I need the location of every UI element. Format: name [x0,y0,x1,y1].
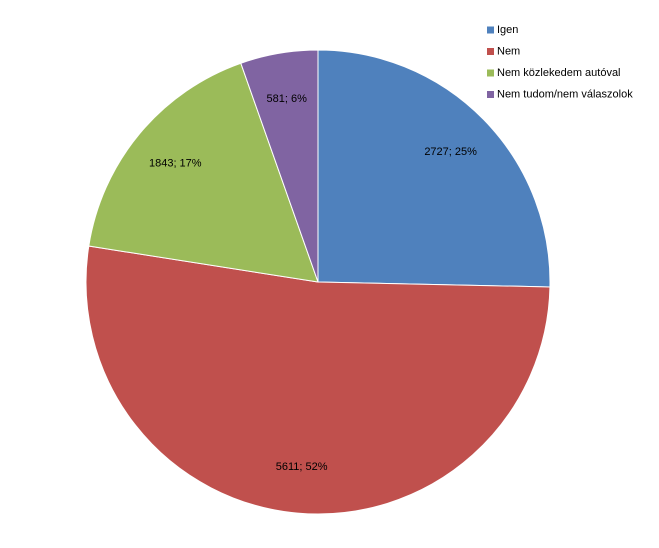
legend-label: Igen [497,24,518,36]
legend-swatch [487,48,494,55]
pie-slice [317,49,551,288]
legend-swatch [487,26,494,34]
data-label: 1843; 17% [149,157,202,169]
pie-slice [85,245,551,515]
data-label: 581; 6% [266,93,307,105]
legend-swatch [487,69,494,77]
data-label: 2727; 25% [424,146,477,158]
legend-label: Nem tudom/nem válaszolok [497,88,633,100]
data-label: 5611; 52% [276,461,328,473]
legend-swatch [487,91,494,98]
legend-label: Nem közlekedem autóval [497,67,621,79]
pie-slice [240,49,319,283]
legend-label: Nem [497,45,520,57]
pie-slice [88,62,319,283]
